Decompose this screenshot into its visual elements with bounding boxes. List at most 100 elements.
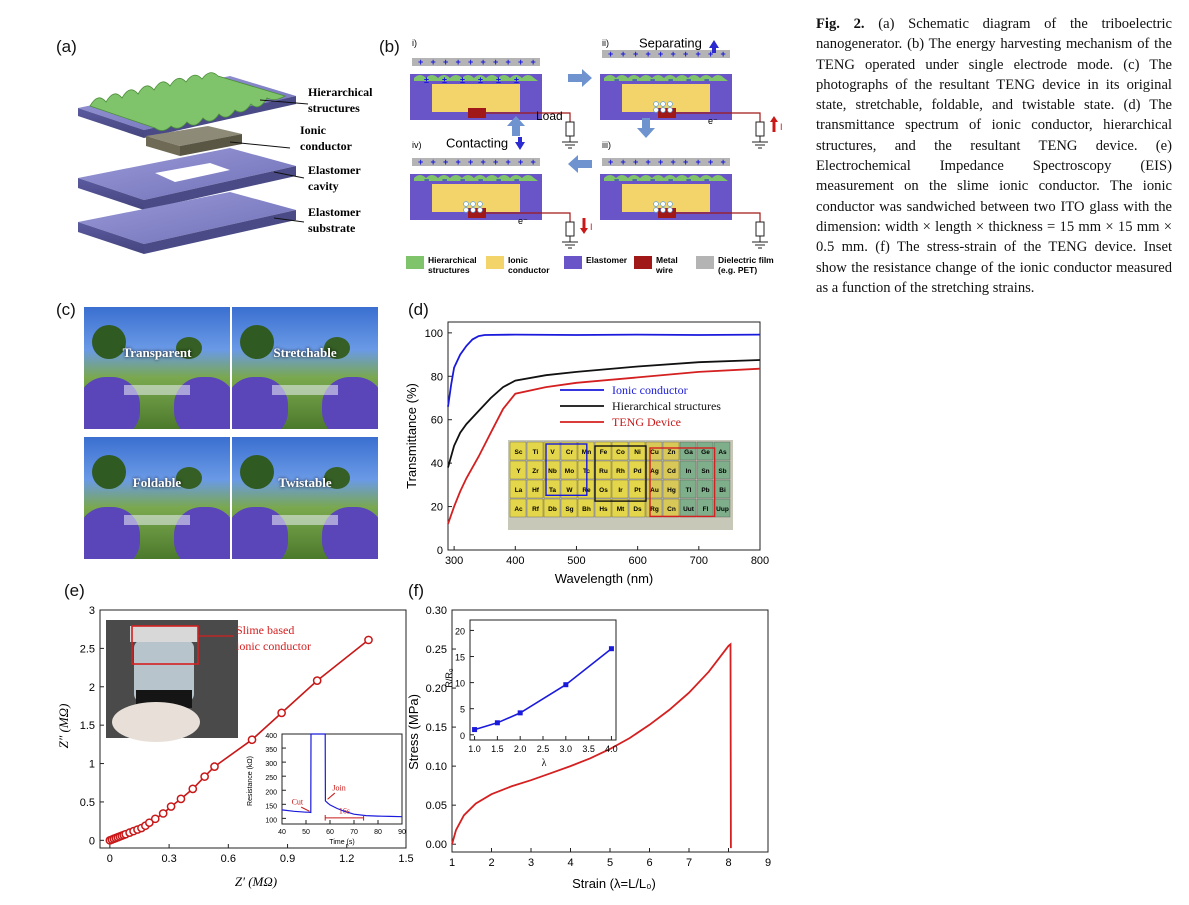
photo-stretchable: Stretchable	[232, 307, 378, 429]
element-cell	[577, 498, 595, 518]
x-tick-label: 4.0	[605, 744, 618, 754]
hierarchical-structure	[604, 75, 728, 81]
step-ii: ii)	[602, 38, 609, 48]
y-tick-label: 0.20	[426, 683, 447, 695]
element-symbol: Pd	[633, 468, 641, 475]
photo-grid-c: Transparent Stretchable Foldable Twistable	[84, 307, 378, 559]
load-resistor	[755, 121, 765, 137]
x-tick-label: 6	[646, 857, 652, 869]
element-cell	[526, 479, 544, 499]
element-symbol: Uut	[683, 506, 695, 513]
plus-charge: +	[721, 49, 726, 59]
plus-charge: +	[708, 49, 713, 59]
x-tick-label: 8	[725, 857, 731, 869]
ion-dot	[660, 207, 666, 213]
inset-box-black	[594, 445, 647, 502]
surface-charge: −	[632, 75, 637, 85]
ion-dot	[667, 207, 673, 213]
element-cell	[509, 498, 527, 518]
plus-charge: +	[696, 49, 701, 59]
wire-line	[486, 112, 571, 122]
element-cell	[509, 441, 527, 461]
element-symbol: Ni	[634, 449, 641, 456]
legend-label-1: Ionic conductor	[612, 383, 688, 397]
layer-ionic-conductor	[146, 126, 291, 156]
mechanism-cell-1: + + + + + + + + + +± ± ± ± ± ±	[410, 57, 578, 149]
tree-icon	[176, 467, 202, 489]
label-substrate-2: substrate	[308, 221, 356, 235]
annotation-label-1: Slime based	[236, 623, 294, 637]
x-tick-label: 3.0	[560, 744, 573, 754]
tree-icon	[240, 455, 274, 489]
ion-dot	[470, 207, 476, 213]
plus-charge: +	[696, 157, 701, 167]
element-symbol: La	[515, 487, 523, 494]
up-arrow-icon	[709, 40, 719, 53]
contacting-label: Contacting	[446, 136, 508, 151]
legend-swatch-2	[486, 256, 504, 269]
plus-charge: +	[418, 157, 423, 167]
resistance-ratio-inset: 1.0 1.5 2.0 2.5 3.0 3.5 4.0 0 5 10 15 20 R/R₀ λ	[444, 619, 618, 769]
element-symbol: Y	[516, 468, 521, 475]
x-tick-label: 50	[302, 829, 310, 836]
element-symbol: Hf	[532, 487, 540, 494]
load-resistor	[565, 221, 575, 237]
photo-twistable: Twistable	[232, 437, 378, 559]
element-cell	[628, 479, 646, 499]
element-cell	[543, 441, 561, 461]
plot-frame	[447, 321, 761, 551]
y-tick-label: 1.5	[80, 720, 95, 732]
x-tick-label: 2.5	[537, 744, 550, 754]
x-tick-label: 2	[488, 857, 494, 869]
y-tick-label: 0.15	[426, 722, 447, 734]
legend-label: wire	[655, 265, 673, 275]
element-symbol: Db	[548, 506, 557, 513]
inset-x-label: λ	[542, 758, 547, 769]
hierarchical-structure	[604, 175, 728, 181]
plot-frame	[469, 619, 617, 741]
element-symbol: Ru	[599, 468, 608, 475]
jar-icon	[134, 640, 194, 702]
plus-charge: +	[443, 157, 448, 167]
resistance-inset: 40 50 60 70 80 90 100 150 200 250 300 350 400 Resista…	[247, 733, 406, 846]
plus-charge: +	[468, 157, 473, 167]
photo-label: Foldable	[132, 475, 182, 490]
chart-e: 0 0.3 0.6 0.9 1.2 1.5 0 0.5 1 1.5 2 2.5 3 Z″ (MΩ) Z′ (…	[56, 605, 414, 889]
x-tick-label: 70	[350, 829, 358, 836]
element-cell	[543, 460, 561, 480]
plot-frame	[281, 733, 403, 825]
plus-charge: +	[708, 157, 713, 167]
element-cell	[696, 460, 714, 480]
hierarchical-structure	[414, 175, 538, 181]
element-cell	[526, 441, 544, 461]
eis-point	[158, 809, 168, 818]
ion-dot	[470, 201, 476, 207]
y-tick-label: 0.25	[426, 644, 447, 656]
element-cell	[526, 498, 544, 518]
surface-charge: −	[686, 75, 691, 85]
element-symbol: Cr	[566, 449, 574, 456]
y-tick-label: 0.5	[80, 797, 95, 809]
surface-charge: −	[514, 175, 519, 185]
ratio-point	[563, 682, 569, 688]
gloved-hand	[112, 702, 200, 742]
ion-dot	[667, 107, 673, 113]
surface-charge: −	[632, 175, 637, 185]
surface-charge: −	[668, 175, 673, 185]
element-symbol: Au	[650, 487, 659, 494]
panel-label-f: (f)	[408, 581, 425, 600]
eis-point	[200, 772, 209, 781]
element-symbol: Ds	[633, 506, 642, 513]
element-cell	[611, 479, 629, 499]
hierarchical-structure	[414, 75, 538, 81]
surface-charge: ±	[424, 75, 429, 85]
plus-charge: +	[456, 57, 461, 67]
current-label: I	[780, 122, 783, 132]
element-cell	[560, 498, 578, 518]
y-tick-label: 100	[265, 817, 277, 824]
metal-wire-block	[658, 108, 676, 118]
duration-label: 16s	[339, 806, 350, 815]
photo-label: Twistable	[278, 475, 332, 490]
surface-charge: −	[496, 175, 501, 185]
metal-wire-block	[468, 208, 486, 218]
